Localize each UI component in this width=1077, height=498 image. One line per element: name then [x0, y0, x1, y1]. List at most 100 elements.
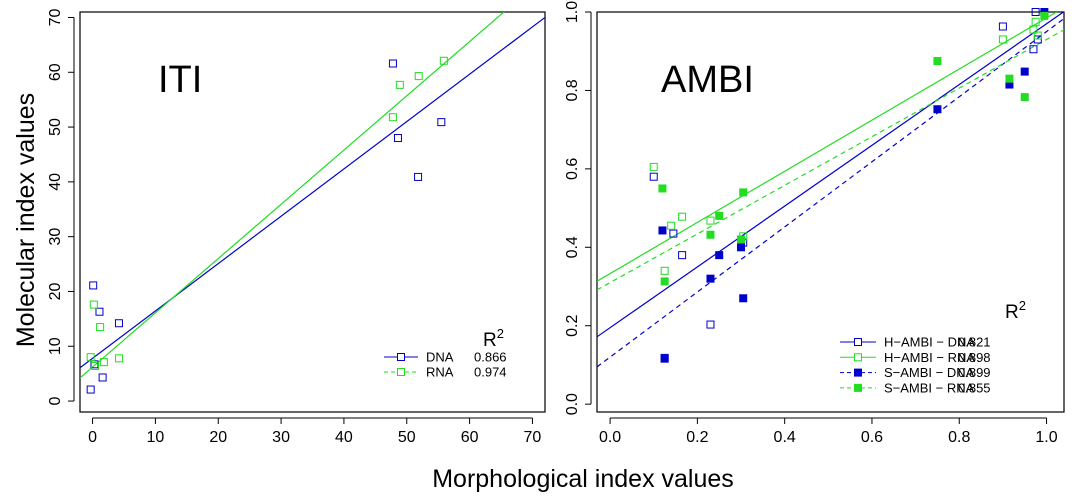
y-tick-label: 0.0	[564, 393, 581, 415]
x-tick-label: 0.6	[861, 429, 883, 446]
x-tick-label: 20	[209, 429, 227, 446]
iti-panel: 0 10 20 30 40 50 60 70 0 10 20 30 40 50 60 70 ITI R2 DNA 0.…	[47, 8, 546, 446]
x-tick-label: 40	[335, 429, 353, 446]
data-point	[658, 184, 667, 193]
y-tick-label: 30	[47, 228, 64, 246]
data-point	[737, 235, 746, 244]
data-point	[388, 59, 397, 68]
legend-series-name: RNA	[426, 365, 454, 380]
legend-r2-value: 0.866	[474, 350, 507, 365]
legend-r2-value: 0.899	[958, 365, 991, 380]
y-tick-label: 0.6	[564, 158, 581, 180]
data-point	[1029, 25, 1038, 34]
x-tick-label: 70	[524, 429, 542, 446]
plot-frame	[79, 11, 546, 413]
x-tick-label: 0.0	[599, 429, 621, 446]
data-point	[437, 118, 446, 127]
y-tick-label: 10	[47, 337, 64, 355]
y-axis-label: Molecular index values	[12, 93, 40, 347]
y-tick-label: 50	[47, 118, 64, 136]
data-point	[114, 319, 123, 328]
x-tick-label: 0.8	[948, 429, 970, 446]
y-tick-label: 0.8	[564, 79, 581, 101]
legend-swatch-marker	[397, 353, 405, 361]
data-point	[933, 57, 942, 66]
data-point	[439, 56, 448, 65]
data-point	[388, 113, 397, 122]
data-point	[737, 243, 746, 252]
legend-swatch-marker	[854, 353, 862, 362]
plot-frame	[596, 11, 1065, 413]
data-point	[414, 172, 423, 181]
data-point	[715, 211, 724, 220]
legend-swatch-marker	[854, 383, 862, 392]
fit-line	[80, 16, 545, 369]
legend-swatch-marker	[854, 368, 862, 377]
fit-line	[597, 12, 1064, 338]
data-point	[86, 353, 95, 362]
r2-heading: R2	[1005, 298, 1026, 323]
legend-r2-value: 0.974	[474, 365, 507, 380]
r2-heading: R2	[483, 326, 504, 351]
y-tick-label: 0	[47, 396, 64, 405]
y-tick-label: 0.4	[564, 236, 581, 258]
data-point	[658, 226, 667, 235]
y-tick-label: 0.2	[564, 315, 581, 337]
data-point	[89, 300, 98, 309]
data-point	[739, 188, 748, 197]
y-tick-label: 1.0	[564, 1, 581, 23]
data-point	[1031, 8, 1040, 16]
x-tick-label: 10	[147, 429, 165, 446]
data-point	[660, 277, 669, 286]
data-point	[678, 212, 687, 221]
data-point	[96, 323, 105, 332]
data-point	[649, 162, 658, 171]
x-axis-label: Morphological index values	[432, 465, 734, 493]
data-point	[99, 358, 108, 367]
data-point	[393, 134, 402, 143]
legend-series-name: H−AMBI − RNA	[884, 350, 975, 365]
data-point	[1033, 31, 1042, 40]
legend-series-name: DNA	[426, 350, 454, 365]
data-point	[660, 266, 669, 275]
data-point	[715, 251, 724, 260]
y-tick-label: 20	[47, 282, 64, 300]
data-point	[706, 320, 715, 329]
ambi-panel: 0.0 0.2 0.4 0.6 0.8 1.0 0.0 0.2 0.4 0.6 0.8 1.0 AMBI…	[564, 1, 1065, 446]
legend-swatch-marker	[397, 368, 405, 376]
data-point	[669, 229, 678, 238]
data-point	[114, 354, 123, 363]
fit-line	[597, 12, 1058, 282]
data-point	[414, 72, 423, 81]
data-point	[1005, 74, 1014, 83]
x-tick-label: 0.4	[774, 429, 796, 446]
legend-series-name: S−AMBI − RNA	[884, 380, 975, 395]
data-point	[998, 22, 1007, 31]
data-point	[98, 373, 107, 382]
fit-line	[80, 12, 505, 379]
data-point	[1031, 17, 1040, 26]
data-point	[86, 385, 95, 394]
data-point	[1020, 67, 1029, 76]
legend-series-name: H−AMBI − DNA	[884, 335, 975, 350]
data-point	[739, 294, 748, 303]
legend-swatch-marker	[854, 338, 862, 346]
data-point	[667, 221, 676, 230]
legend-r2-value: 0.898	[958, 350, 991, 365]
data-point	[933, 105, 942, 114]
data-point	[706, 216, 715, 225]
y-tick-label: 40	[47, 173, 64, 191]
data-point	[1020, 93, 1029, 102]
x-tick-label: 30	[272, 429, 290, 446]
data-point	[395, 80, 404, 89]
data-point	[91, 361, 100, 370]
data-point	[706, 230, 715, 239]
data-point	[678, 251, 687, 260]
data-point	[649, 172, 658, 181]
data-point	[998, 35, 1007, 44]
legend-r2-value: 0.821	[958, 335, 991, 350]
data-point	[1040, 11, 1049, 20]
legend-series-name: S−AMBI − DNA	[884, 365, 975, 380]
data-point	[89, 281, 98, 290]
x-tick-label: 0.2	[686, 429, 708, 446]
